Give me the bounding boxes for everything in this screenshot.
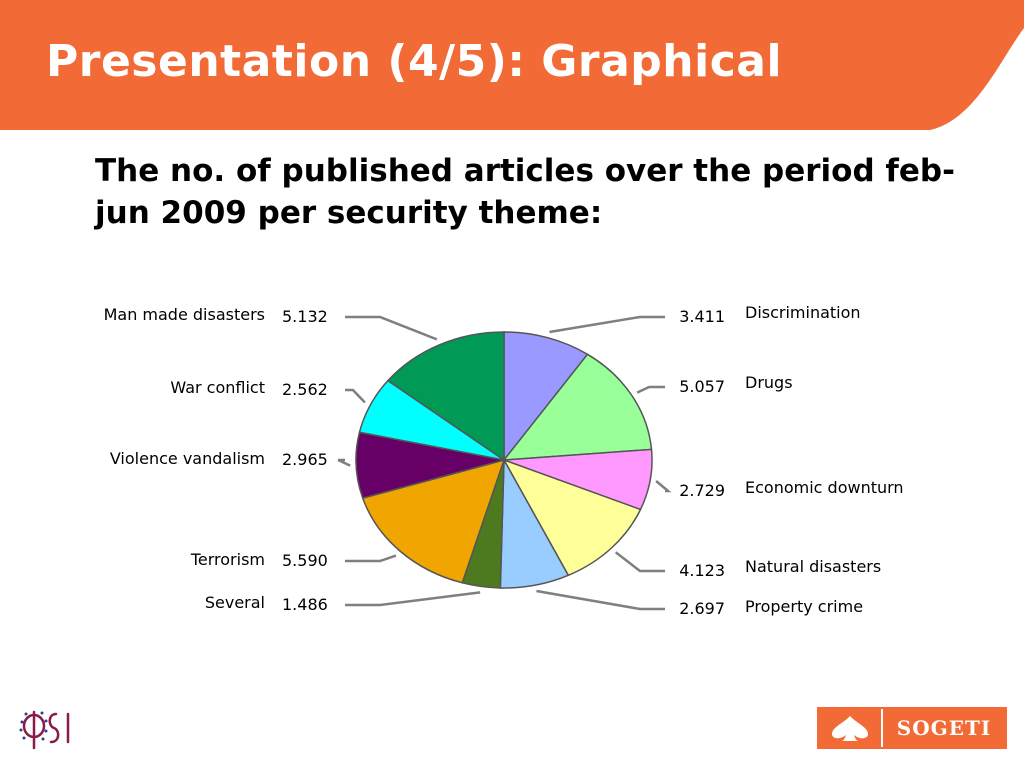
leader-line	[614, 551, 665, 573]
leader-line	[337, 458, 351, 467]
category-label: War conflict	[170, 378, 265, 397]
category-label: Economic downturn	[745, 478, 904, 497]
category-label: Property crime	[745, 597, 863, 616]
psi-logo	[19, 710, 70, 750]
leader-line	[536, 589, 665, 611]
sogeti-wordmark: SOGETI	[883, 709, 1005, 747]
category-label: Man made disasters	[104, 305, 265, 324]
category-label: Drugs	[745, 373, 793, 392]
sogeti-spade-icon	[819, 709, 881, 747]
value-label: 2.562	[282, 380, 328, 399]
leader-line	[345, 388, 366, 404]
value-label: 2.697	[679, 599, 725, 618]
leader-line	[345, 591, 481, 607]
chart-title: The no. of published articles over the p…	[95, 153, 955, 231]
leader-line	[345, 315, 438, 341]
leader-line	[636, 385, 665, 394]
value-label: 2.729	[679, 481, 725, 500]
category-label: Violence vandalism	[110, 449, 265, 468]
value-label: 4.123	[679, 561, 725, 580]
leader-line	[345, 554, 397, 563]
value-label: 5.590	[282, 551, 328, 570]
pie-slice-drugs	[502, 353, 653, 461]
header-band	[0, 0, 1024, 130]
sogeti-logo: SOGETI	[817, 707, 1007, 749]
pie-slice-natural-disasters	[502, 458, 642, 577]
value-label: 3.411	[679, 307, 725, 326]
leader-line	[655, 480, 672, 493]
value-label: 5.057	[679, 377, 725, 396]
pie-slice-discrimination	[503, 331, 589, 463]
category-label: Natural disasters	[745, 557, 881, 576]
value-label: 1.486	[282, 595, 328, 614]
category-label: Several	[205, 593, 265, 612]
pie-slice-man-made-disasters	[386, 331, 505, 462]
slide-title: Presentation (4/5): Graphical	[46, 36, 783, 87]
category-label: Discrimination	[745, 303, 861, 322]
pie-slice-terrorism	[361, 458, 506, 584]
leader-line	[549, 315, 665, 334]
category-label: Terrorism	[190, 550, 265, 569]
value-label: 2.965	[282, 450, 328, 469]
value-label: 5.132	[282, 307, 328, 326]
